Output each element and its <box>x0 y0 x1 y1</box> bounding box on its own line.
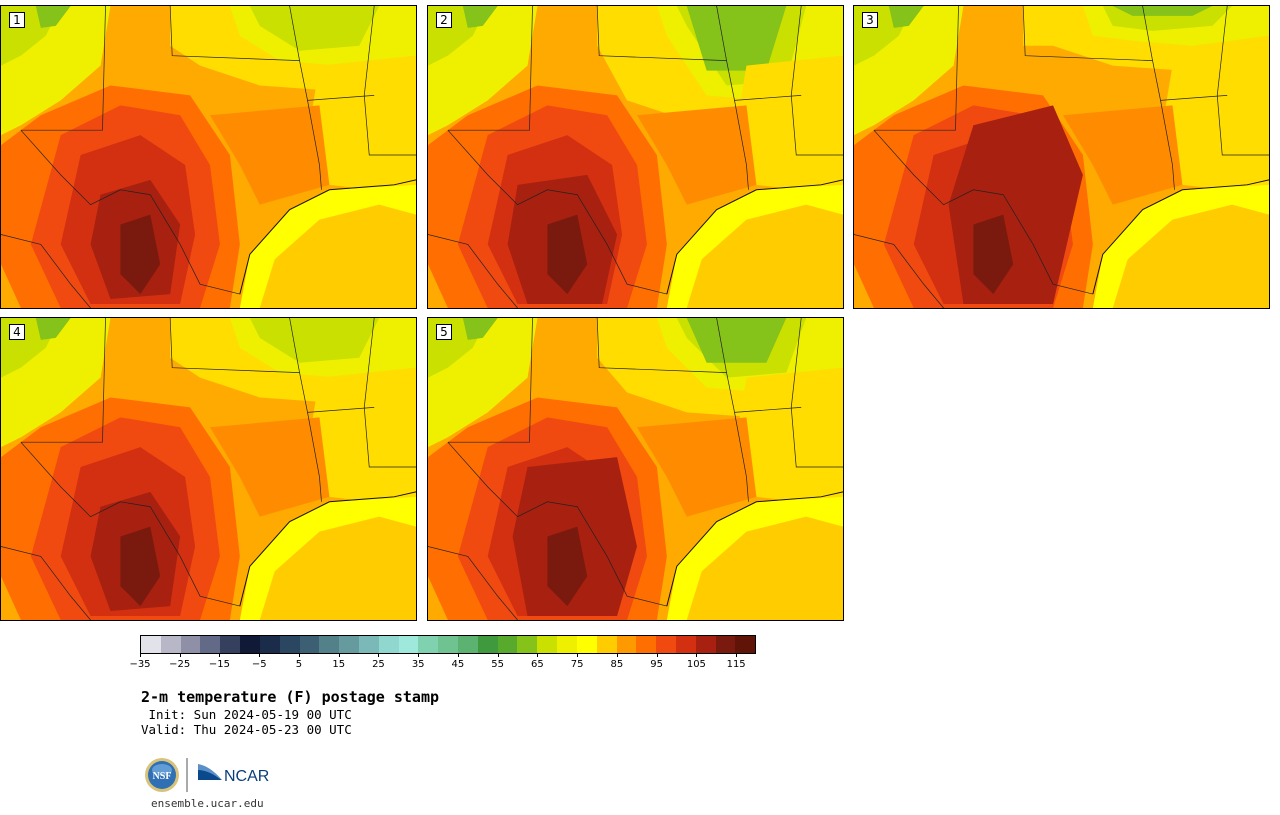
colorbar-tick-label: 45 <box>451 659 465 670</box>
colorbar-tick <box>378 653 380 657</box>
temperature-map-1 <box>1 6 416 308</box>
colorbar-swatch <box>180 636 201 653</box>
colorbar-tick <box>338 653 340 657</box>
nsf-logo-icon: NSF <box>145 758 179 792</box>
nsf-logo-text: NSF <box>153 771 172 782</box>
colorbar-swatch <box>576 636 597 653</box>
chart-title: 2-m temperature (F) postage stamp <box>141 688 440 706</box>
colorbar-tick <box>418 653 420 657</box>
colorbar-swatch <box>398 636 419 653</box>
colorbar-tick-label: 95 <box>650 659 664 670</box>
colorbar-tick <box>457 653 459 657</box>
colorbar-tick-label: 55 <box>491 659 505 670</box>
colorbar-tick <box>219 653 221 657</box>
temperature-map-2 <box>428 6 843 308</box>
colorbar-tick-label: 65 <box>531 659 544 670</box>
colorbar-swatch <box>418 636 439 653</box>
colorbar-tick-label: 5 <box>295 659 303 670</box>
colorbar-tick <box>497 653 499 657</box>
colorbar-tick-label: 105 <box>686 659 706 670</box>
colorbar-swatch <box>517 636 538 653</box>
ensemble-member-panel-5: 5 <box>427 317 844 621</box>
colorbar-swatch <box>458 636 478 653</box>
temperature-colorbar <box>140 635 756 654</box>
colorbar-swatch <box>557 636 577 653</box>
member-label-2: 2 <box>436 12 452 28</box>
colorbar-tick-label: 25 <box>372 659 385 670</box>
colorbar-swatch <box>220 636 241 653</box>
colorbar-swatch <box>378 636 399 653</box>
colorbar-tick-label: 35 <box>411 659 425 670</box>
colorbar-swatch <box>141 636 161 653</box>
colorbar-swatch <box>735 636 756 653</box>
colorbar-tick <box>656 653 658 657</box>
colorbar-swatch <box>339 636 359 653</box>
colorbar-swatch <box>537 636 558 653</box>
member-label-1: 1 <box>9 12 25 28</box>
colorbar-swatch <box>319 636 340 653</box>
colorbar-swatch <box>240 636 260 653</box>
colorbar-tick <box>259 653 261 657</box>
colorbar-swatch <box>596 636 617 653</box>
colorbar-tick <box>140 653 141 657</box>
colorbar-swatch <box>656 636 676 653</box>
colorbar-swatch <box>477 636 498 653</box>
colorbar-tick-label: −35 <box>129 659 151 670</box>
ensemble-member-panel-3: 3 <box>853 5 1270 309</box>
colorbar-tick-label: −15 <box>208 659 231 670</box>
member-label-4: 4 <box>9 324 25 340</box>
colorbar-swatch <box>675 636 696 653</box>
colorbar-swatch <box>259 636 280 653</box>
colorbar-swatch <box>497 636 518 653</box>
colorbar-swatch <box>160 636 181 653</box>
colorbar-tick <box>537 653 539 657</box>
colorbar-tick <box>616 653 618 657</box>
valid-time: Valid: Thu 2024-05-23 00 UTC <box>141 722 352 737</box>
member-label-3: 3 <box>862 12 878 28</box>
colorbar-tick <box>696 653 698 657</box>
colorbar-tick-label: −25 <box>169 659 191 670</box>
ncar-logo-text: NCAR <box>224 768 269 785</box>
ensemble-member-panel-2: 2 <box>427 5 844 309</box>
colorbar-swatch <box>636 636 657 653</box>
colorbar-swatch <box>438 636 458 653</box>
colorbar-swatch <box>695 636 716 653</box>
init-time: Init: Sun 2024-05-19 00 UTC <box>141 707 352 722</box>
ensemble-member-panel-4: 4 <box>0 317 417 621</box>
ncar-logo-icon: NCAR <box>198 764 269 785</box>
source-url: ensemble.ucar.edu <box>151 797 264 810</box>
temperature-map-3 <box>854 6 1269 308</box>
colorbar-swatch <box>715 636 736 653</box>
colorbar-tick <box>736 653 738 657</box>
colorbar-tick <box>298 653 300 657</box>
colorbar-swatch <box>358 636 379 653</box>
colorbar-swatch <box>279 636 300 653</box>
colorbar-swatch <box>200 636 221 653</box>
colorbar-ticks: −35 −25 −15 −5 5 15 25 35 45 55 65 75 85 95 105 115 <box>129 653 756 673</box>
colorbar-tick-label: −5 <box>251 659 267 670</box>
colorbar-swatch <box>616 636 637 653</box>
temperature-map-4 <box>1 318 416 620</box>
colorbar-tick-label: 85 <box>610 659 624 670</box>
member-label-5: 5 <box>436 324 452 340</box>
colorbar-tick-label: 75 <box>570 659 584 670</box>
colorbar-tick <box>179 653 181 657</box>
logo-block: NSF NCAR <box>144 756 284 796</box>
temperature-map-5 <box>428 318 843 620</box>
colorbar-tick-label: 15 <box>332 659 346 670</box>
colorbar-tick <box>577 653 579 657</box>
colorbar-tick-label: 115 <box>726 659 746 670</box>
ensemble-member-panel-1: 1 <box>0 5 417 309</box>
colorbar-swatch <box>299 636 320 653</box>
